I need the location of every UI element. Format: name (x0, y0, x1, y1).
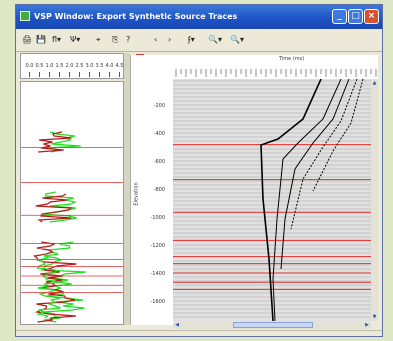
copy-icon[interactable]: ⎘ (112, 35, 119, 44)
first-break-trace (290, 79, 358, 230)
log-curves (21, 131, 123, 323)
help-icon[interactable]: ? (126, 35, 131, 44)
window-title: VSP Window: Export Synthetic Source Trac… (34, 12, 238, 21)
scroll-thumb[interactable] (233, 322, 313, 328)
log-ruler-tick-label: 0.5 (35, 63, 44, 69)
prev-icon[interactable]: ‹ (154, 35, 158, 44)
y-tick-label: -1200 (150, 243, 165, 249)
log-ruler-tick (39, 72, 40, 77)
app-icon (20, 11, 30, 21)
log-ruler-tick (59, 72, 60, 77)
synthetic-traces (173, 79, 371, 321)
zoom-out-icon[interactable]: 🔍▾ (230, 35, 244, 44)
log-ruler-tick-label: 2.0 (65, 63, 74, 69)
close-button[interactable]: × (364, 9, 379, 24)
y-tick-label: -600 (153, 159, 165, 165)
y-tick-label: -400 (153, 131, 165, 137)
vertical-scrollbar[interactable]: ▲ ▼ (371, 79, 378, 321)
pick-icon[interactable]: ʄ▾ (188, 35, 195, 44)
log-ruler-tick-label: 3.5 (95, 63, 104, 69)
title-bar[interactable]: VSP Window: Export Synthetic Source Trac… (16, 5, 382, 29)
log-ruler-tick-label: 1.0 (45, 63, 54, 69)
log-ruler-tick-label: 4.5 (115, 63, 124, 69)
elevation-axis-label: Elevation (133, 182, 140, 206)
time-ruler: Time (ms) (173, 55, 378, 80)
log-ruler: 0.0 0.5 1.0 1.5 2.0 2.5 3.0 3.5 4.0 4.5 (20, 53, 124, 79)
log-ruler-tick-label: 0.0 (25, 63, 34, 69)
elevation-axis: Elevation -200 -400 -600 -800 -1000 -1200 -140… (130, 55, 173, 325)
trace-plot[interactable] (173, 79, 371, 321)
y-tick-label: -800 (153, 187, 165, 193)
status-bar (16, 330, 382, 336)
minimize-button[interactable]: _ (332, 9, 347, 24)
y-tick-label: -1600 (150, 299, 165, 305)
log-ruler-tick (109, 72, 110, 77)
log-ruler-tick (49, 72, 50, 77)
scroll-right-icon[interactable]: ▶ (365, 322, 369, 328)
next-icon[interactable]: › (168, 35, 172, 44)
log-ruler-tick-label: 3.0 (85, 63, 94, 69)
zoom-grid-icon[interactable]: ⌖ (96, 35, 101, 44)
save-icon[interactable]: 💾 (36, 35, 46, 44)
log-curve (32, 241, 77, 323)
log-curve-panel (20, 81, 124, 325)
y-tick-label: -1400 (150, 271, 165, 277)
log-ruler-tick (29, 72, 30, 77)
time-ruler-ticks (175, 69, 377, 77)
maximize-button[interactable]: □ (348, 9, 363, 24)
log-curve (35, 193, 73, 223)
scroll-up-icon[interactable]: ▲ (372, 80, 377, 86)
log-curve (38, 131, 72, 153)
horizontal-scrollbar[interactable]: ◀ ▶ (173, 321, 371, 329)
toolbar: 🖨 💾 ﬂ▾ Ψ▾ ⌖ ⎘? ‹ › ʄ▾ 🔍▾ 🔍▾ (16, 29, 382, 52)
log-ruler-tick (119, 72, 120, 77)
log-curve (35, 253, 61, 319)
y-tick-label: -200 (153, 103, 165, 109)
time-ruler-label: Time (ms) (279, 56, 305, 62)
vsp-window: VSP Window: Export Synthetic Source Trac… (15, 4, 383, 337)
print-icon[interactable]: 🖨 (22, 35, 33, 44)
panel-splitter[interactable] (124, 53, 130, 325)
scroll-down-icon[interactable]: ▼ (372, 314, 377, 320)
first-break-trace (312, 79, 364, 192)
zoom-in-icon[interactable]: 🔍▾ (208, 35, 222, 44)
log-ruler-tick-label: 1.5 (55, 63, 64, 69)
log-ruler-tick-label: 2.5 (75, 63, 84, 69)
y-tick-label: -1000 (150, 215, 165, 221)
first-break-trace (272, 79, 342, 321)
log-ruler-tick (89, 72, 90, 77)
first-break-trace (280, 79, 350, 270)
trace-icon[interactable]: Ψ▾ (70, 35, 81, 44)
log-ruler-tick (79, 72, 80, 77)
log-ruler-tick (99, 72, 100, 77)
first-break-trace (260, 79, 322, 321)
log-ruler-tick (69, 72, 70, 77)
log-ruler-tick-label: 4.0 (105, 63, 114, 69)
wiggle-icon[interactable]: ﬂ▾ (52, 35, 62, 44)
scroll-left-icon[interactable]: ◀ (175, 322, 179, 328)
